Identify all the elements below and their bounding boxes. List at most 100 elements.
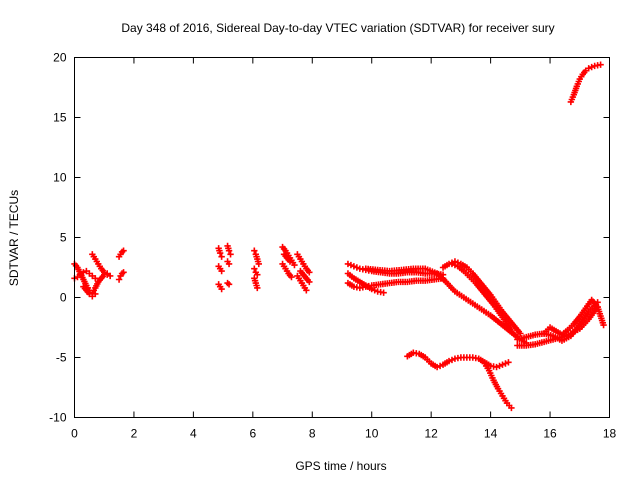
y-tick-label: -5 <box>56 351 67 365</box>
series-arc-17 <box>279 260 295 281</box>
x-tick-label: 18 <box>603 427 617 441</box>
x-tick-label: 16 <box>543 427 557 441</box>
data-point <box>225 247 233 254</box>
y-tick-label: 5 <box>60 231 67 245</box>
plot-frame <box>74 57 610 418</box>
data-point <box>493 363 500 371</box>
series-arc-11 <box>224 258 233 268</box>
data-point <box>286 258 294 265</box>
x-tick-label: 8 <box>309 427 316 441</box>
data-point <box>115 276 123 283</box>
series-arc-2 <box>71 267 99 282</box>
data-point <box>106 272 114 280</box>
data-point <box>255 260 262 268</box>
data-point <box>80 269 87 276</box>
data-point <box>225 281 233 288</box>
series-arc-18 <box>280 251 294 265</box>
series-arc-29 <box>481 360 515 412</box>
series-arc-10 <box>224 242 234 258</box>
y-tick-label: 10 <box>53 171 67 185</box>
series-arc-33 <box>567 61 604 106</box>
data-point <box>380 289 387 296</box>
y-tick-labels: -10 -5 0 5 10 15 20 <box>49 51 67 425</box>
series-arc-13 <box>251 247 262 268</box>
axis-ticks <box>74 57 610 418</box>
data-point <box>433 363 441 371</box>
data-point <box>216 249 224 257</box>
data-point <box>120 269 127 276</box>
data-point <box>306 269 313 276</box>
data-point <box>288 273 295 281</box>
x-tick-label: 2 <box>131 427 138 441</box>
data-point <box>371 287 378 294</box>
data-point <box>218 253 225 260</box>
data-point <box>306 278 313 286</box>
x-tick-label: 0 <box>71 427 78 441</box>
x-tick-labels: 0 2 4 6 8 10 12 14 16 18 <box>71 427 616 441</box>
series-arc-9 <box>215 281 225 293</box>
data-point <box>448 260 456 268</box>
data-point <box>344 260 352 268</box>
data-point <box>448 356 456 364</box>
data-point <box>368 285 375 293</box>
data-point <box>227 251 234 258</box>
series-arc-8 <box>215 263 225 275</box>
series-arc-27 <box>448 260 515 335</box>
data-point <box>218 267 225 275</box>
data-point <box>585 65 592 72</box>
data-point <box>254 284 261 292</box>
series-arc-24 <box>344 270 387 296</box>
data-point <box>505 359 512 366</box>
data-point <box>92 275 99 282</box>
data-point <box>225 260 233 268</box>
series-arc-28 <box>404 349 512 371</box>
data-points <box>71 61 607 412</box>
data-point <box>517 330 524 337</box>
data-point <box>600 321 607 329</box>
series-arc-7 <box>215 245 225 260</box>
data-point <box>445 357 453 365</box>
data-point <box>92 290 99 298</box>
data-point <box>254 271 261 278</box>
x-tick-label: 12 <box>424 427 438 441</box>
data-point <box>350 263 358 270</box>
y-axis-label: SDTVAR / TECUs <box>7 190 21 286</box>
y-tick-label: -10 <box>49 411 67 425</box>
series-arc-15 <box>251 275 261 292</box>
data-point <box>120 247 127 254</box>
y-tick-label: 15 <box>53 111 67 125</box>
data-point <box>303 287 310 294</box>
series-arc-32 <box>540 296 607 338</box>
chart-title: Day 348 of 2016, Sidereal Day-to-day VTE… <box>121 21 554 35</box>
x-tick-label: 14 <box>484 427 498 441</box>
series-arc-22 <box>344 260 447 278</box>
series-arc-21 <box>297 267 313 286</box>
x-tick-label: 4 <box>190 427 197 441</box>
data-point <box>451 261 459 269</box>
data-point <box>347 261 355 269</box>
data-point <box>103 271 111 278</box>
x-axis-label: GPS time / hours <box>295 459 386 473</box>
data-point <box>588 63 595 71</box>
series-arc-4 <box>80 283 99 300</box>
data-point <box>291 261 298 269</box>
data-point <box>218 285 225 293</box>
x-tick-label: 10 <box>365 427 379 441</box>
series-arc-12 <box>224 279 233 288</box>
series-arc-20 <box>294 272 310 294</box>
y-tick-label: 0 <box>60 291 67 305</box>
x-tick-label: 6 <box>249 427 256 441</box>
data-point <box>353 264 361 271</box>
series-arc-6 <box>115 247 127 260</box>
data-point <box>597 61 604 68</box>
series-arc-19 <box>294 251 313 276</box>
series-arc-14 <box>251 265 261 278</box>
data-point <box>508 327 515 335</box>
data-point <box>496 362 503 370</box>
series-arc-5 <box>115 269 127 283</box>
data-point <box>251 265 258 272</box>
y-tick-label: 20 <box>53 51 67 65</box>
series-arc-3 <box>89 251 114 280</box>
data-point <box>251 247 258 254</box>
